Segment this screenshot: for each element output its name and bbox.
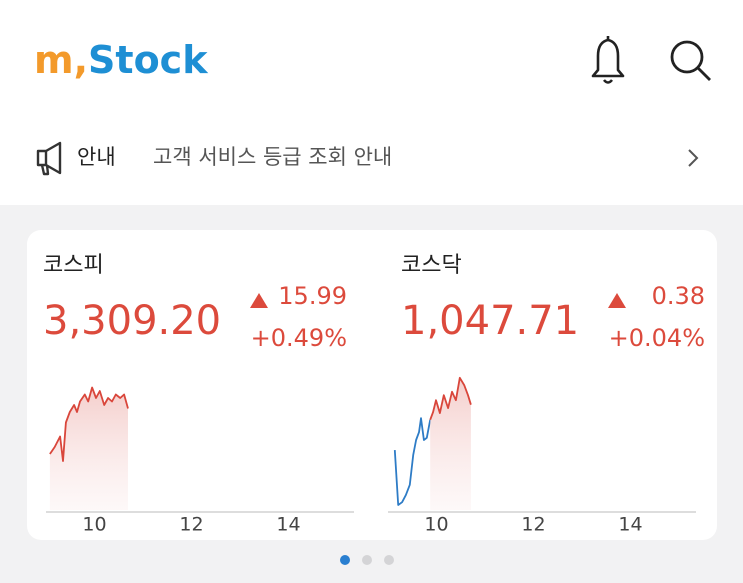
sparkline [49,386,129,462]
sparkline [429,376,472,421]
up-triangle [608,293,626,308]
x-tick-label: 12 [179,514,203,536]
x-tick-label: 14 [276,514,300,536]
x-tick-label: 14 [618,514,642,536]
index-change: 15.99 [278,282,347,310]
page-dot-active [340,555,350,565]
logo[interactable]: m,Stock [34,38,208,82]
area-shade [430,377,471,510]
index-change-rate: +0.49% [251,324,347,352]
index-change-rate: +0.04% [609,324,705,352]
index-name: 코스닥 [401,253,462,278]
x-tick-label: 12 [521,514,545,536]
index-value: 1,047.71 [401,298,579,344]
notice-label: 안내 [77,145,116,169]
index-card [27,230,717,540]
sparkline [393,417,432,506]
bell-icon[interactable] [591,36,625,84]
chevron-right[interactable] [688,149,699,167]
x-tick-label: 10 [424,514,448,536]
index-change: 0.38 [652,282,705,310]
index-value: 3,309.20 [43,298,221,344]
megaphone-icon [36,141,62,176]
index-name: 코스피 [43,253,104,278]
notice-text[interactable]: 고객 서비스 등급 조회 안내 [153,145,392,169]
page-dot [384,555,394,565]
x-tick-label: 10 [82,514,106,536]
logo-prefix: m, [34,38,88,82]
up-triangle [250,293,268,308]
area-shade [49,387,129,510]
search-icon[interactable] [670,40,711,81]
page-dot [362,555,372,565]
logo-main: Stock [88,38,208,82]
